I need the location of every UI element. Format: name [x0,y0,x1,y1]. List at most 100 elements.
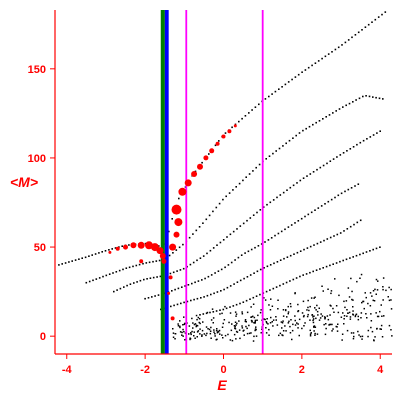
scatter-cloud [172,273,393,342]
data-point [190,299,192,302]
data-point [329,314,331,316]
data-point [268,155,271,157]
data-point [289,280,291,282]
data-point [254,329,256,332]
data-point [272,199,275,201]
data-point [246,276,249,278]
data-point [228,192,231,194]
data-point [306,309,308,311]
data-point [295,134,297,137]
data-point [390,288,392,291]
data-point [179,320,181,322]
data-point [385,289,387,292]
data-point [170,305,172,308]
data-point [235,186,237,188]
data-point [316,242,319,245]
data-point [195,314,198,317]
data-point [313,330,315,332]
data-point [327,53,330,55]
data-point [201,335,203,337]
data-point [192,327,194,329]
data-point [344,41,347,44]
data-point [299,275,301,278]
data-point [201,161,203,164]
data-point [379,246,381,248]
data-point [233,325,236,327]
data-point [231,126,233,129]
data-point [348,311,351,314]
data-point [228,321,230,324]
data-point [214,333,216,335]
data-point [347,312,349,314]
red-data-point [203,155,209,161]
data-point [307,66,310,69]
data-point [168,230,170,233]
data-point [239,225,242,227]
data-point [139,279,142,282]
data-point [241,313,244,315]
data-point [297,323,299,325]
data-point [128,266,131,269]
data-point [301,327,303,330]
data-point [238,182,241,185]
data-point [319,317,322,319]
data-point [197,280,200,282]
x-axis-title: E [217,377,227,393]
data-point [279,284,281,287]
data-point [282,191,285,194]
data-point [171,290,173,292]
data-point [313,326,315,328]
data-point [61,263,63,265]
data-point [259,209,262,211]
data-point [357,31,360,34]
data-point [206,252,208,255]
data-point [156,276,158,278]
data-point [286,316,288,318]
data-point [287,322,290,324]
red-data-point [130,242,137,249]
band-3 [144,183,360,300]
data-point [302,300,305,303]
data-point [362,95,364,98]
data-point [390,299,392,301]
data-point [359,253,361,256]
data-point [343,318,345,320]
data-point [318,120,321,122]
data-point [367,23,370,26]
data-point [296,251,299,254]
data-point [219,241,222,244]
data-point [168,254,171,257]
data-point [296,182,298,184]
data-point [317,314,319,316]
data-point [360,317,362,319]
data-point [352,256,354,258]
data-point [251,320,253,322]
data-point [352,310,354,312]
data-point [275,286,278,288]
data-point [216,244,218,246]
data-point [369,305,372,307]
data-point [335,110,337,112]
data-point [254,106,257,108]
data-point [274,234,276,237]
data-point [349,316,352,318]
red-data-point [174,218,183,227]
data-point [175,249,178,251]
data-point [360,312,363,314]
data-point [213,329,215,331]
data-point [309,271,311,274]
data-point [355,99,357,101]
data-point [273,262,275,265]
data-point [159,275,162,278]
data-point [202,222,204,224]
data-point [206,332,208,335]
data-point [191,282,193,285]
data-point [229,312,232,314]
red-data-point [227,129,232,134]
data-point [91,254,93,256]
data-point [221,334,223,336]
data-point [279,332,282,335]
data-point [380,324,383,327]
data-point [344,306,346,309]
data-point [336,156,338,158]
